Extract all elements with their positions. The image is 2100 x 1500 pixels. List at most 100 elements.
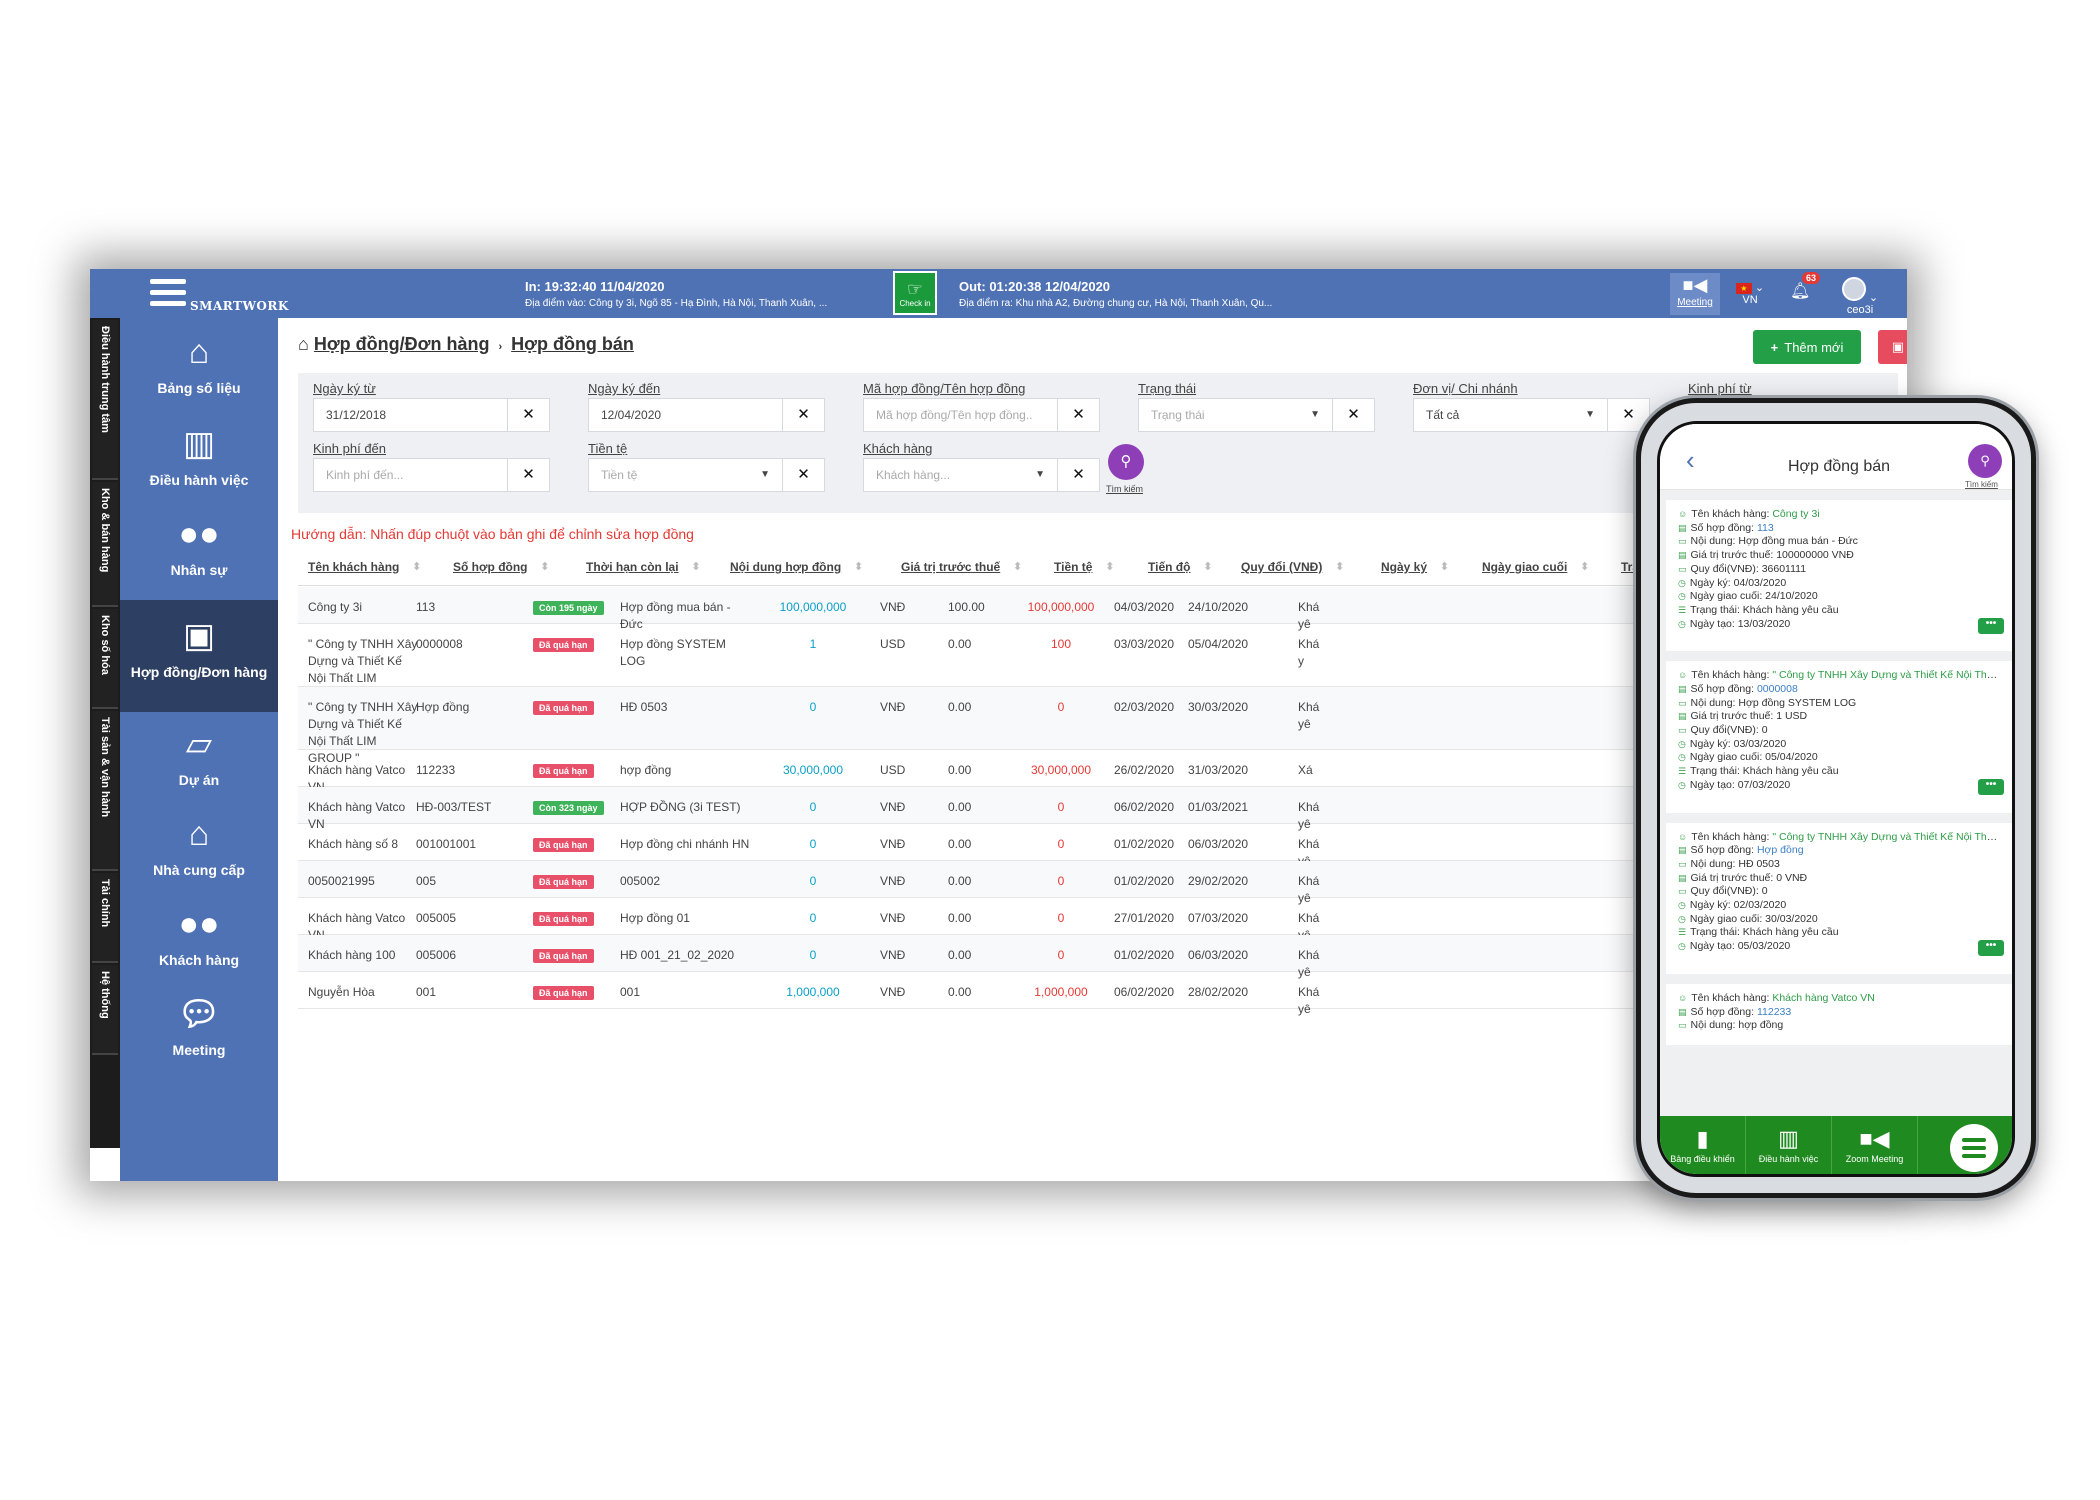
more-options-button[interactable]: ••• [1978, 617, 2004, 634]
tab-tai-chinh[interactable]: Tài chính [92, 873, 118, 963]
cell-due: 30/03/2020 [1188, 700, 1249, 714]
cost-to-input[interactable]: Kinh phí đến... [313, 458, 508, 492]
table-row[interactable]: " Công ty TNHH Xây Dựng và Thiết Kế Nội … [298, 624, 1898, 702]
tab-he-thong[interactable]: Hệ thống [92, 965, 118, 1055]
clear-icon[interactable]: ✕ [1608, 398, 1650, 432]
search-button[interactable]: ⚲ [1108, 444, 1144, 480]
card-field-label: Quy đổi(VNĐ): 36601111 [1690, 562, 1807, 575]
remaining-badge: Đã quá hạn [533, 838, 594, 852]
sidebar-item-meeting[interactable]: 💬︎ Meeting [120, 992, 278, 1078]
phone-title: Hợp đồng bán [1787, 458, 1891, 475]
cell-signed: 26/02/2020 [1114, 763, 1175, 777]
column-header[interactable]: Giá trị trước thuế [901, 560, 1023, 574]
language-selector[interactable]: ★ ⌄ VN [1730, 281, 1770, 306]
column-header[interactable]: Ngày giao cuối [1482, 560, 1590, 574]
table-row[interactable]: Nguyễn Hòa 001 001 1,000,000 VNĐ 0.00 1,000,00… [298, 972, 1898, 1016]
table-row[interactable]: Khách hàng Vatco VN112233hợp đồng30,000,… [298, 750, 1898, 794]
caret-down-icon: ▼ [1310, 409, 1320, 420]
clear-icon[interactable]: ✕ [1333, 398, 1375, 432]
clear-icon[interactable]: ✕ [1058, 458, 1100, 492]
table-row[interactable]: " Công ty TNHH Xây Dựng và Thiết Kế Nội … [298, 687, 1898, 765]
username: ceo3i [1846, 304, 1874, 316]
more-options-button[interactable]: ••• [1978, 778, 2004, 795]
card-line: ☰ Trạng thái: Khách hàng yêu cầu [1678, 604, 2003, 616]
contract-card[interactable]: ☺ Tên khách hàng: " Công ty TNHH Xây Dựng… [1666, 661, 2012, 813]
back-arrow-icon[interactable]: ‹ [1686, 445, 1695, 475]
table-row[interactable]: Khách hàng Vatco VN005005Hợp đồng 010VNĐ… [298, 898, 1898, 942]
sidebar-item-nhan-su[interactable]: ●● Nhân sự [120, 512, 278, 598]
table-row[interactable]: 0050021995 005 005002 0 VNĐ 0.00 0 01/02/2020 29… [298, 861, 1898, 905]
assign-task-button[interactable]: ▣ Giao việc [1878, 330, 1907, 364]
table-row[interactable]: Khách hàng Vatco VN HĐ-003/TEST HỢP ĐỒNG (… [298, 787, 1898, 831]
sidebar-item-bang-so-lieu[interactable]: ⌂ Bảng số liệu [120, 328, 278, 414]
remaining-badge: Đã quá hạn [533, 638, 594, 652]
status-select[interactable]: Trạng thái ▼ [1138, 398, 1333, 432]
date-to-input[interactable]: 12/04/2020 [588, 398, 783, 432]
user-menu[interactable]: ⌄ ceo3i [1835, 277, 1885, 316]
cell-progress: 100.00 [948, 600, 985, 614]
card-field-label: Ngày tạo: 07/03/2020 [1689, 778, 1791, 791]
guide-text: Hướng dẫn: Nhấn đúp chuột vào bản ghi để… [291, 526, 694, 542]
nav-bang-dieu-khien[interactable]: ▮ Bảng điều khiển [1660, 1116, 1746, 1174]
column-header[interactable]: Tiến độ [1148, 560, 1213, 574]
search-icon[interactable]: ⚲ [1968, 444, 2002, 478]
column-header[interactable]: Thời hạn còn lại [586, 560, 700, 574]
card-field-label: Ngày giao cuối: 24/10/2020 [1689, 590, 1818, 603]
clear-icon[interactable]: ✕ [1058, 398, 1100, 432]
cell-customer: 0050021995 [308, 874, 375, 888]
currency-select[interactable]: Tiền tệ ▼ [588, 458, 783, 492]
menu-icon[interactable] [1950, 1124, 1998, 1172]
breadcrumb-current[interactable]: Hợp đồng bán [511, 334, 634, 354]
nav-zoom-meeting[interactable]: ■◀ Zoom Meeting [1832, 1116, 1918, 1174]
contract-card[interactable]: ☺ Tên khách hàng: " Công ty TNHH Xây Dựng… [1666, 822, 2012, 974]
clear-icon[interactable]: ✕ [783, 398, 825, 432]
contract-code-input[interactable]: Mã hợp đồng/Tên hợp đồng.. [863, 398, 1058, 432]
brand-logo: SMARTWORK [190, 299, 289, 313]
column-header[interactable]: Số hợp đồng [453, 560, 549, 574]
sidebar-item-hop-dong[interactable]: ▣ Hợp đồng/Đơn hàng [120, 600, 278, 712]
card-line: ▭ Quy đổi(VNĐ): 0 [1678, 885, 2003, 897]
breadcrumb-parent[interactable]: Hợp đồng/Đơn hàng [313, 334, 490, 354]
home-icon[interactable]: ⌂ [298, 334, 309, 354]
card-line: ◷ Ngày ký: 02/03/2020 [1678, 899, 2003, 911]
contract-card[interactable]: ☺ Tên khách hàng: Khách hàng Vatco VN ▤ Số … [1666, 983, 2012, 1045]
hamburger-menu-icon[interactable] [150, 279, 186, 307]
tab-tai-san-van-hanh[interactable]: Tài sản & vận hành [92, 711, 118, 871]
tab-dieu-hanh-trung-tam[interactable]: Điều hành trung tâm [92, 320, 118, 480]
clear-icon[interactable]: ✕ [783, 458, 825, 492]
table-row[interactable]: Khách hàng 100 005006 HĐ 001_21_02_2020 0 VN… [298, 935, 1898, 979]
tab-kho-ban-hang[interactable]: Kho & bán hàng [92, 482, 118, 607]
plus-icon: + [1770, 339, 1779, 355]
meeting-button[interactable]: ■◀ Meeting [1670, 273, 1720, 315]
table-row[interactable]: Công ty 3i 113 Hợp đồng mua bán - Đức 100,0… [298, 587, 1898, 631]
card-line: ▭ Nội dung: HĐ 0503 [1678, 858, 2003, 870]
column-header[interactable]: Quy đổi (VNĐ) [1241, 560, 1345, 574]
nav-dieu-hanh-viec[interactable]: ▥ Điều hành việc [1746, 1116, 1832, 1174]
sidebar-item-nha-cung-cap[interactable]: ⌂ Nhà cung cấp [120, 812, 278, 898]
branch-select[interactable]: Tất cả ▼ [1413, 398, 1608, 432]
card-field-label: Số hợp đồng: [1690, 521, 1757, 534]
cell-code: 005005 [416, 911, 457, 925]
clear-icon[interactable]: ✕ [508, 458, 550, 492]
cell-status: Khá yê [1298, 948, 1320, 979]
field-icon: ▭ [1678, 886, 1687, 897]
customer-select[interactable]: Khách hàng... ▼ [863, 458, 1058, 492]
cell-content: Hợp đồng 01 [620, 911, 690, 925]
check-in-button[interactable]: ☞ Check in [893, 271, 937, 315]
column-header[interactable]: Nội dung hợp đồng [730, 560, 863, 574]
more-options-button[interactable]: ••• [1978, 940, 2004, 957]
sidebar-item-dieu-hanh-viec[interactable]: ▥ Điều hành việc [120, 422, 278, 508]
sidebar-item-khach-hang[interactable]: ●● Khách hàng [120, 902, 278, 988]
tab-kho-so-hoa[interactable]: Kho số hóa [92, 609, 118, 709]
field-icon: ◷ [1678, 913, 1686, 924]
column-header[interactable]: Tiền tệ [1054, 560, 1115, 574]
column-header[interactable]: Ngày ký [1381, 560, 1449, 574]
field-icon: ☺ [1678, 670, 1688, 681]
add-new-button[interactable]: + Thêm mới [1753, 330, 1861, 364]
date-from-input[interactable]: 31/12/2018 [313, 398, 508, 432]
sidebar-item-du-an[interactable]: ▱ Dự án [120, 722, 278, 808]
column-header[interactable]: Tên khách hàng [308, 560, 422, 574]
bell-icon[interactable]: 🔔︎ [1790, 283, 1811, 300]
contract-card[interactable]: ☺ Tên khách hàng: Công ty 3i ▤ Số hợp đồng:… [1666, 500, 2012, 652]
clear-icon[interactable]: ✕ [508, 398, 550, 432]
